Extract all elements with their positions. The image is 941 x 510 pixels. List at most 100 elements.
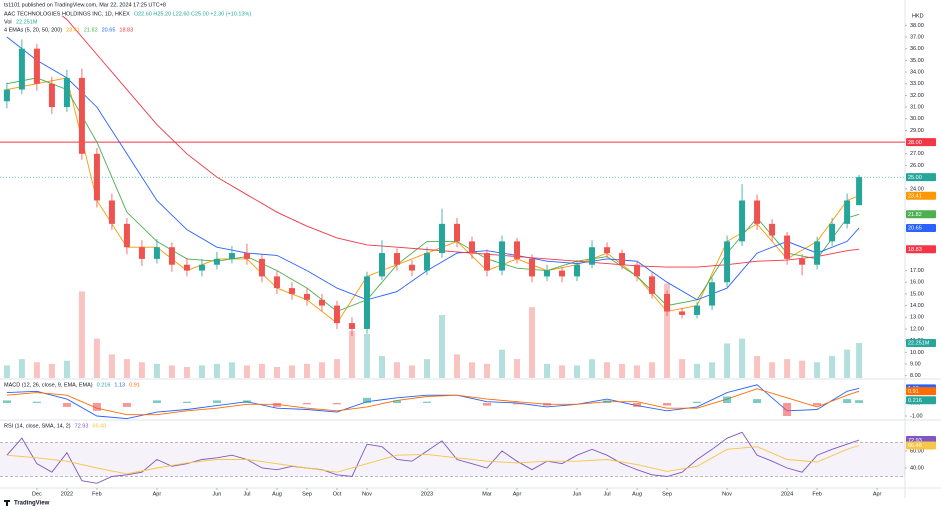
volume-bar <box>724 343 731 378</box>
volume-bar <box>333 359 340 378</box>
y-tick-label: 38.00 <box>910 23 924 29</box>
currency: HKD <box>912 13 924 19</box>
candle-body <box>378 253 385 277</box>
y-tick-label: 9.00 <box>910 361 921 367</box>
candle-body <box>619 253 626 265</box>
logo-icon <box>4 500 10 506</box>
x-tick-label: Mar <box>482 491 492 497</box>
histogram-bar <box>302 403 311 405</box>
hline-label: 28.00 <box>908 140 922 146</box>
volume-bar <box>589 359 596 378</box>
volume-bar <box>303 363 310 378</box>
indicator-last-label-box <box>906 441 936 450</box>
volume-bar <box>363 333 370 378</box>
y-tick-label: 24.00 <box>910 186 924 192</box>
ema-last-label-box <box>906 245 936 254</box>
candle-body <box>18 48 25 90</box>
volume-bar <box>198 365 205 378</box>
candle-body <box>514 241 521 259</box>
indicator-last-label: 72.93 <box>908 438 922 444</box>
volume-bar <box>604 362 611 378</box>
ema-last-label-box <box>906 210 936 219</box>
logo: TradingView <box>14 501 50 507</box>
candle-body <box>33 48 40 84</box>
ema-legend-value: 21.82 <box>84 27 98 33</box>
volume-last-label: 22.251M <box>908 341 930 347</box>
volume-bar <box>709 362 716 378</box>
candle-body <box>544 270 551 277</box>
candle-body <box>348 323 355 329</box>
x-tick-label: Jun <box>573 491 582 497</box>
volume-bar <box>754 355 761 378</box>
indicator-legend: MACD (12, 26, close, 9, EMA, EMA) <box>4 382 93 388</box>
candle-body <box>799 258 806 265</box>
x-tick-label: 2023 <box>421 491 433 497</box>
ema-last-label: 21.82 <box>908 212 922 218</box>
volume-bar <box>514 359 521 378</box>
histogram-bar <box>783 403 792 417</box>
candle-body <box>63 77 70 108</box>
volume-bar <box>378 355 385 378</box>
candle-body <box>724 241 731 283</box>
y-tick-label: 14.00 <box>910 303 924 309</box>
histogram-bar <box>422 401 431 404</box>
histogram-bar <box>62 403 71 407</box>
last-price-label-box <box>906 173 936 182</box>
candle-body <box>634 264 641 277</box>
candle-body <box>649 276 656 294</box>
volume-bar <box>529 307 536 378</box>
candle-body <box>574 264 581 277</box>
candle-body <box>243 253 250 259</box>
x-tick-label: Sep <box>662 491 672 497</box>
y-tick-label: 13.00 <box>910 315 924 321</box>
histogram-bar <box>543 403 552 406</box>
quote: O22.60 H25.20 L22.60 C25.00 +2.30 (+10.1… <box>134 11 252 17</box>
volume-bar <box>499 349 506 378</box>
volume-bar <box>288 365 295 378</box>
candle-body <box>754 200 761 224</box>
candle-body <box>484 253 491 271</box>
histogram-bar <box>182 401 191 404</box>
ema-legend: 4 EMAs (5, 20, 50, 200) <box>4 27 62 33</box>
histogram-bar <box>152 400 161 404</box>
y-tick-label: 15.00 <box>910 291 924 297</box>
volume-bar <box>694 363 701 378</box>
candle-body <box>273 276 280 289</box>
y-tick-label: 33.00 <box>910 81 924 87</box>
ema-legend-value: 23.41 <box>66 27 80 33</box>
symbol: AAC TECHNOLOGIES HOLDINGS INC, 1D, HKEX <box>4 11 130 17</box>
candle-body <box>198 264 205 271</box>
volume-bar <box>123 359 130 378</box>
volume-bar <box>679 359 686 378</box>
volume-bar <box>664 283 671 378</box>
y-tick-label: -1.00 <box>910 413 923 419</box>
x-tick-label: 2022 <box>61 491 73 497</box>
x-tick-label: 2024 <box>781 491 793 497</box>
candle-body <box>258 258 265 277</box>
candle-body <box>679 311 686 315</box>
volume-bar <box>318 362 325 378</box>
y-tick-label: 37.00 <box>910 34 924 40</box>
indicator-legend-value: 0.91 <box>129 382 140 388</box>
histogram-bar <box>362 397 371 404</box>
volume-bar <box>183 366 190 378</box>
ema-last-label: 23.41 <box>908 193 922 199</box>
x-tick-label: Aug <box>632 491 642 497</box>
volume-bar <box>469 362 476 378</box>
candle-body <box>303 293 310 300</box>
candle-body <box>213 258 220 265</box>
published: ts1101 published on TradingView.com, Mar… <box>4 2 166 8</box>
histogram-bar <box>2 400 11 404</box>
vol-title: Vol <box>4 19 12 25</box>
y-tick-label: 10.00 <box>910 350 924 356</box>
candle-body <box>844 200 851 224</box>
candle-body <box>559 270 566 277</box>
indicator-legend: RSI (14, close, SMA, 14, 2) <box>4 423 71 429</box>
volume-bar <box>228 362 235 378</box>
candle-body <box>423 253 430 271</box>
volume-bar <box>3 365 10 378</box>
volume-bar <box>544 363 551 378</box>
candle-body <box>408 264 415 271</box>
x-tick-label: Jul <box>243 491 250 497</box>
